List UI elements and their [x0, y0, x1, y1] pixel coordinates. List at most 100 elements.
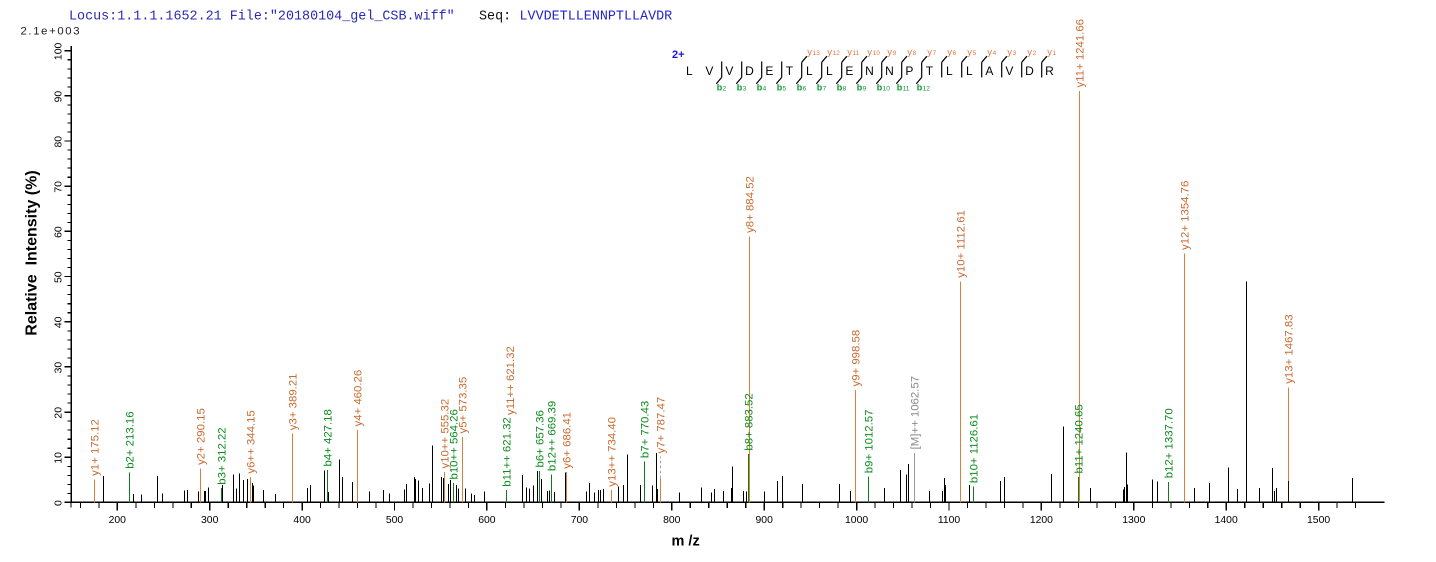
- svg-text:D: D: [745, 64, 754, 78]
- svg-text:T: T: [786, 64, 794, 78]
- svg-text:y: y: [867, 47, 872, 58]
- svg-text:b: b: [857, 82, 863, 92]
- svg-text:LVVDETLLENNPTLLAVDR: LVVDETLLENNPTLLAVDR: [520, 9, 673, 24]
- svg-text:9: 9: [893, 50, 897, 57]
- svg-text:y9+ 998.58: y9+ 998.58: [851, 330, 863, 387]
- svg-text:L: L: [966, 64, 973, 78]
- svg-text:R: R: [1045, 64, 1054, 78]
- svg-text:b6+ 657.36: b6+ 657.36: [535, 410, 547, 467]
- svg-text:1200: 1200: [1030, 515, 1053, 526]
- svg-text:10: 10: [873, 50, 881, 57]
- svg-text:11: 11: [853, 50, 860, 57]
- svg-text:b10++ 564.26: b10++ 564.26: [449, 409, 461, 479]
- svg-text:800: 800: [663, 515, 681, 526]
- svg-text:b3+ 312.22: b3+ 312.22: [217, 427, 229, 484]
- svg-text:1400: 1400: [1215, 515, 1238, 526]
- svg-text:y: y: [1047, 47, 1052, 58]
- svg-text:8: 8: [843, 85, 847, 92]
- svg-text:10: 10: [883, 85, 891, 92]
- svg-text:b8+ 883.52: b8+ 883.52: [744, 393, 756, 450]
- svg-text:y: y: [947, 47, 952, 58]
- svg-text:8: 8: [913, 50, 917, 57]
- svg-text:T: T: [926, 64, 934, 78]
- svg-text:y: y: [927, 47, 932, 58]
- svg-text:b: b: [737, 82, 743, 92]
- svg-text:y7+ 787.47: y7+ 787.47: [656, 397, 668, 454]
- svg-text:6: 6: [803, 85, 807, 92]
- svg-text:b4+ 427.18: b4+ 427.18: [323, 409, 335, 466]
- svg-text:b10+ 1126.61: b10+ 1126.61: [969, 414, 981, 483]
- svg-text:b7+ 770.43: b7+ 770.43: [640, 401, 652, 458]
- svg-text:E: E: [765, 64, 773, 78]
- svg-text:4: 4: [763, 85, 767, 92]
- svg-text:[M]++ 1062.57: [M]++ 1062.57: [910, 376, 922, 449]
- svg-text:5: 5: [783, 85, 787, 92]
- svg-text:b: b: [897, 82, 903, 92]
- svg-text:30: 30: [54, 362, 65, 374]
- svg-text:900: 900: [756, 515, 774, 526]
- svg-text:V: V: [705, 64, 713, 78]
- svg-text:y13++ 734.40: y13++ 734.40: [607, 417, 619, 487]
- svg-text:12: 12: [923, 85, 931, 92]
- svg-text:y6+ 686.41: y6+ 686.41: [562, 412, 574, 469]
- svg-text:11: 11: [903, 85, 910, 92]
- svg-text:b12+ 1337.70: b12+ 1337.70: [1164, 408, 1176, 478]
- svg-text:y: y: [1007, 47, 1012, 58]
- svg-text:y11+ 1241.66: y11+ 1241.66: [1075, 19, 1087, 88]
- svg-text:N: N: [865, 64, 874, 78]
- svg-text:y12+ 1354.76: y12+ 1354.76: [1180, 181, 1192, 250]
- svg-text:80: 80: [54, 136, 65, 148]
- svg-text:y: y: [907, 47, 912, 58]
- svg-text:3: 3: [1013, 50, 1017, 57]
- svg-text:y: y: [887, 47, 892, 58]
- svg-text:y: y: [807, 47, 812, 58]
- svg-text:50: 50: [54, 271, 65, 283]
- svg-text:N: N: [885, 64, 894, 78]
- svg-text:b12++ 669.39: b12++ 669.39: [547, 401, 559, 471]
- svg-text:y11++ 621.32: y11++ 621.32: [505, 346, 517, 415]
- svg-text:y: y: [847, 47, 852, 58]
- svg-text:y: y: [967, 47, 972, 58]
- svg-text:6: 6: [953, 50, 957, 57]
- svg-text:9: 9: [863, 85, 867, 92]
- svg-text:y3+ 389.21: y3+ 389.21: [288, 374, 300, 431]
- svg-text:Seq:: Seq:: [479, 9, 511, 24]
- svg-text:b: b: [877, 82, 883, 92]
- svg-text:y13+ 1467.83: y13+ 1467.83: [1284, 314, 1296, 383]
- svg-text:y8+ 884.52: y8+ 884.52: [745, 176, 757, 233]
- svg-text:b: b: [917, 82, 923, 92]
- svg-text:200: 200: [109, 515, 127, 526]
- svg-text:E: E: [845, 64, 853, 78]
- svg-text:y6++ 344.15: y6++ 344.15: [246, 410, 258, 473]
- svg-text:y4+ 460.26: y4+ 460.26: [353, 370, 365, 427]
- svg-text:y: y: [1027, 47, 1032, 58]
- svg-text:y1+ 175.12: y1+ 175.12: [90, 419, 102, 476]
- svg-text:L: L: [826, 64, 833, 78]
- svg-text:20: 20: [54, 407, 65, 419]
- svg-text:70: 70: [54, 181, 65, 193]
- svg-text:7: 7: [933, 50, 937, 57]
- svg-text:300: 300: [201, 515, 219, 526]
- svg-text:40: 40: [54, 316, 65, 328]
- svg-text:500: 500: [386, 515, 404, 526]
- svg-text:y: y: [827, 47, 832, 58]
- svg-text:12: 12: [833, 50, 841, 57]
- svg-text:V: V: [725, 64, 733, 78]
- svg-text:60: 60: [54, 226, 65, 238]
- svg-text:100: 100: [54, 43, 65, 61]
- svg-text:1: 1: [1053, 50, 1057, 57]
- svg-text:3: 3: [743, 85, 747, 92]
- svg-text:b: b: [717, 82, 723, 92]
- svg-text:Locus:1.1.1.1652.21 File:"2018: Locus:1.1.1.1652.21 File:"20180104_gel_C…: [69, 9, 455, 24]
- svg-text:b11+ 1240.65: b11+ 1240.65: [1074, 404, 1086, 473]
- svg-text:y2+ 290.15: y2+ 290.15: [196, 408, 208, 465]
- svg-text:1100: 1100: [938, 515, 961, 526]
- svg-text:13: 13: [813, 50, 821, 57]
- svg-text:L: L: [946, 64, 953, 78]
- svg-text:2.1e+003: 2.1e+003: [21, 25, 82, 37]
- svg-text:b: b: [817, 82, 823, 92]
- svg-text:90: 90: [54, 91, 65, 103]
- svg-text:7: 7: [823, 85, 827, 92]
- svg-text:m /z: m /z: [672, 534, 700, 550]
- svg-text:Relative Intensity (%): Relative Intensity (%): [24, 170, 41, 335]
